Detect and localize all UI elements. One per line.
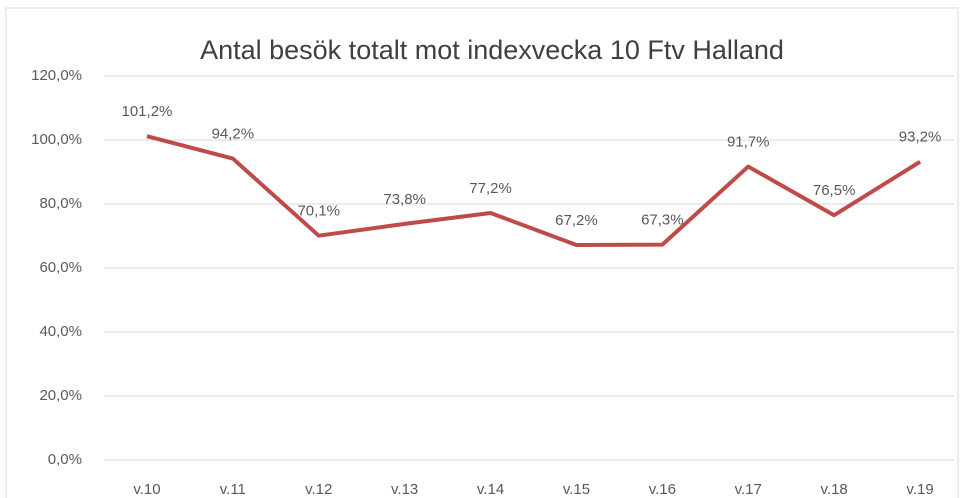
data-label: 91,7% <box>727 134 770 151</box>
data-label: 101,2% <box>122 103 173 120</box>
y-tick-label: 80,0% <box>39 195 82 212</box>
y-tick-label: 100,0% <box>31 131 82 148</box>
x-tick-label: v.17 <box>735 481 762 498</box>
x-tick-label: v.10 <box>133 481 160 498</box>
data-label: 67,3% <box>641 212 684 229</box>
data-label: 70,1% <box>297 203 340 220</box>
data-label: 77,2% <box>469 180 512 197</box>
data-label: 93,2% <box>899 129 942 146</box>
x-tick-label: v.18 <box>821 481 848 498</box>
x-tick-label: v.19 <box>906 481 933 498</box>
y-tick-label: 120,0% <box>31 67 82 84</box>
y-tick-label: 0,0% <box>48 451 82 468</box>
y-tick-label: 60,0% <box>39 259 82 276</box>
x-tick-label: v.12 <box>305 481 332 498</box>
y-tick-label: 20,0% <box>39 387 82 404</box>
x-tick-label: v.14 <box>477 481 504 498</box>
y-tick-label: 40,0% <box>39 323 82 340</box>
x-tick-label: v.13 <box>391 481 418 498</box>
chart-title: Antal besök totalt mot indexvecka 10 Ftv… <box>200 35 784 65</box>
data-label: 94,2% <box>212 126 255 143</box>
x-tick-label: v.15 <box>563 481 590 498</box>
data-line <box>146 134 922 247</box>
data-label: 73,8% <box>383 191 426 208</box>
x-tick-label: v.11 <box>220 481 246 498</box>
data-label: 67,2% <box>555 212 598 229</box>
chart-frame <box>5 7 959 498</box>
x-tick-label: v.16 <box>649 481 676 498</box>
data-label: 76,5% <box>813 182 856 199</box>
